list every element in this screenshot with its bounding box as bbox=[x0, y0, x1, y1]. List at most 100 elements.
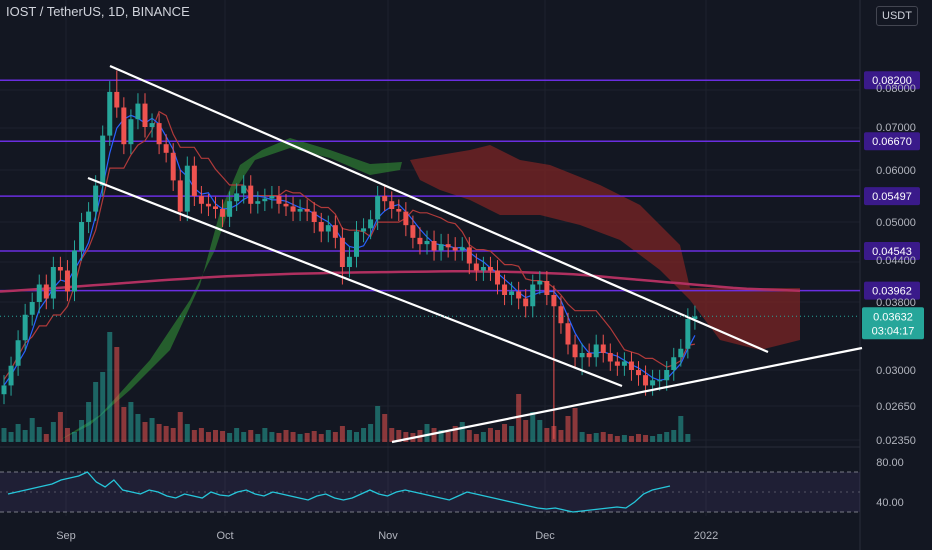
volume-bar bbox=[227, 433, 233, 442]
volume-bar bbox=[297, 434, 303, 442]
candle-body bbox=[473, 263, 479, 271]
currency-button[interactable]: USDT bbox=[876, 6, 918, 26]
candle-body bbox=[255, 201, 261, 204]
candle-body bbox=[424, 241, 430, 245]
candle-body bbox=[657, 380, 663, 382]
volume-bar bbox=[290, 432, 296, 442]
candle-body bbox=[551, 295, 557, 307]
candle-body bbox=[241, 185, 247, 194]
volume-bar bbox=[276, 433, 282, 442]
candle-body bbox=[509, 291, 515, 295]
candle-body bbox=[220, 209, 226, 217]
candle-body bbox=[530, 284, 536, 307]
price-axis-tick: 0.04400 bbox=[876, 255, 916, 267]
candle-body bbox=[495, 270, 500, 285]
volume-bar bbox=[107, 332, 113, 442]
candle-body bbox=[643, 375, 649, 386]
candle-body bbox=[480, 267, 486, 271]
volume-bar bbox=[502, 424, 508, 442]
volume-bar bbox=[142, 422, 148, 442]
volume-bar bbox=[135, 414, 141, 442]
candle-body bbox=[692, 316, 698, 319]
price-axis-tick: 0.02350 bbox=[876, 435, 916, 447]
candle-body bbox=[262, 198, 268, 202]
candle-body bbox=[544, 281, 550, 295]
base-line bbox=[3, 110, 696, 380]
volume-bar bbox=[516, 394, 522, 442]
candle-body bbox=[593, 344, 599, 358]
volume-bar bbox=[36, 427, 42, 442]
volume-bar bbox=[262, 428, 268, 442]
volume-bar bbox=[184, 424, 190, 442]
volume-bar bbox=[8, 432, 14, 442]
volume-bar bbox=[213, 430, 218, 442]
candle-body bbox=[410, 225, 416, 238]
volume-bar bbox=[15, 424, 21, 442]
candle-body bbox=[558, 306, 564, 324]
price-axis-tick: 0.08000 bbox=[876, 83, 916, 95]
candle-body bbox=[332, 225, 338, 238]
price-level-label: 0.06670 bbox=[872, 136, 912, 148]
conversion-line bbox=[3, 114, 696, 386]
volume-bar bbox=[220, 431, 226, 442]
candle-body bbox=[375, 196, 381, 220]
volume-bar bbox=[198, 428, 204, 442]
volume-bar bbox=[368, 424, 374, 442]
rsi-axis-tick: 40.00 bbox=[876, 497, 904, 509]
time-axis-tick: Oct bbox=[216, 530, 233, 542]
volume-bar bbox=[600, 432, 606, 442]
volume-bar bbox=[473, 434, 479, 442]
volume-bar bbox=[614, 436, 620, 442]
candle-body bbox=[636, 370, 641, 376]
volume-bar bbox=[389, 428, 395, 442]
candle-body bbox=[318, 222, 324, 232]
support-trendline bbox=[391, 346, 863, 444]
volume-bar bbox=[170, 428, 176, 442]
candle-body bbox=[346, 256, 352, 267]
candle-body bbox=[389, 201, 395, 209]
chart-title: IOST / TetherUS, 1D, BINANCE bbox=[6, 4, 190, 19]
candle-body bbox=[452, 247, 458, 251]
candle-body bbox=[586, 353, 592, 358]
candle-body bbox=[664, 370, 670, 381]
volume-bar bbox=[396, 430, 402, 442]
volume-bar bbox=[191, 430, 197, 442]
candle-body bbox=[565, 323, 571, 345]
candle-body bbox=[523, 298, 529, 307]
volume-bar bbox=[678, 416, 684, 442]
candle-body bbox=[650, 380, 656, 386]
price-level-label: 0.03962 bbox=[872, 286, 912, 298]
volume-bar bbox=[636, 434, 641, 442]
candle-body bbox=[614, 361, 620, 366]
ichimoku-cloud-bullish bbox=[60, 138, 402, 440]
volume-bar bbox=[163, 426, 169, 442]
price-axis-tick: 0.03800 bbox=[876, 297, 916, 309]
volume-bar bbox=[354, 432, 359, 442]
volume-bars bbox=[1, 332, 691, 442]
candle-body bbox=[15, 340, 21, 366]
volume-bar bbox=[128, 402, 134, 442]
candle-body bbox=[213, 206, 218, 209]
volume-bar bbox=[685, 434, 691, 442]
volume-bar bbox=[459, 422, 465, 442]
candles bbox=[1, 70, 698, 439]
candle-body bbox=[1, 385, 7, 395]
volume-bar bbox=[29, 418, 35, 442]
time-axis-tick: 2022 bbox=[694, 530, 718, 542]
volume-bar bbox=[438, 430, 444, 442]
price-axis-tick: 0.07000 bbox=[876, 122, 916, 134]
volume-bar bbox=[431, 428, 437, 442]
volume-bar bbox=[445, 432, 451, 442]
price-axis-tick: 0.03000 bbox=[876, 365, 916, 377]
time-axis-tick: Dec bbox=[535, 530, 555, 542]
volume-bar bbox=[304, 433, 310, 442]
candle-body bbox=[57, 267, 63, 271]
candle-body bbox=[156, 123, 162, 145]
candle-body bbox=[417, 237, 423, 245]
volume-bar bbox=[79, 420, 85, 442]
candle-body bbox=[304, 209, 310, 212]
candle-body bbox=[339, 237, 345, 267]
candle-body bbox=[8, 365, 14, 386]
